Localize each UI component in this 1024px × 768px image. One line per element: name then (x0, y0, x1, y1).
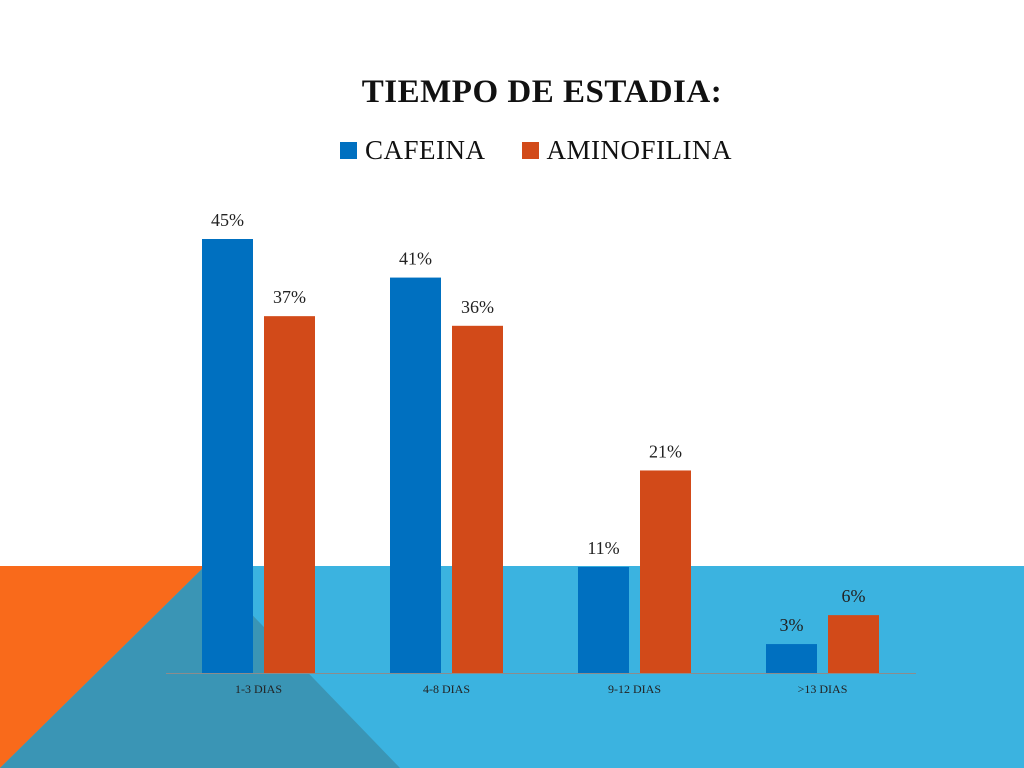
chart-title: TIEMPO DE ESTADIA: (361, 74, 723, 110)
data-label-cafeina-1: 41% (399, 249, 432, 269)
bar-cafeina-2 (578, 566, 629, 673)
data-label-aminofilina-2: 21% (649, 441, 682, 461)
chart-legend: CAFEINA AMINOFILINA (340, 134, 732, 166)
data-label-aminofilina-3: 6% (842, 586, 866, 606)
x-tick-label-0: 1-3 DIAS (235, 682, 282, 696)
legend-label-aminofilina: AMINOFILINA (546, 134, 732, 165)
data-label-cafeina-0: 45% (211, 210, 244, 230)
bar-aminofilina-2 (640, 470, 691, 673)
data-label-cafeina-3: 3% (780, 615, 804, 635)
bar-cafeina-0 (202, 239, 253, 673)
bar-aminofilina-0 (264, 316, 315, 673)
x-tick-label-2: 9-12 DIAS (608, 682, 661, 696)
data-label-aminofilina-1: 36% (461, 297, 494, 317)
data-label-cafeina-2: 11% (587, 538, 619, 558)
legend-item-aminofilina: AMINOFILINA (521, 134, 732, 166)
teal-triangle (0, 566, 400, 768)
legend-label-cafeina: CAFEINA (365, 134, 486, 165)
legend-swatch-cafeina (340, 141, 357, 159)
bar-cafeina-1 (390, 277, 441, 673)
data-label-aminofilina-0: 37% (273, 287, 306, 307)
bar-cafeina-3 (766, 644, 817, 673)
bar-aminofilina-3 (828, 615, 879, 673)
legend-swatch-aminofilina (521, 141, 539, 159)
x-tick-label-1: 4-8 DIAS (423, 682, 470, 696)
x-tick-label-3: >13 DIAS (798, 682, 848, 696)
bar-aminofilina-1 (452, 325, 503, 673)
legend-item-cafeina: CAFEINA (340, 135, 486, 166)
